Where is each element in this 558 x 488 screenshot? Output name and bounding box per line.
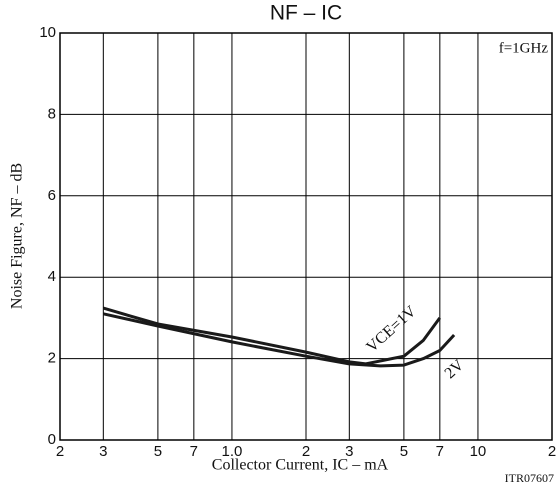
x-axis-label: Collector Current, IC – mA: [212, 457, 389, 474]
y-tick-label: 4: [48, 268, 56, 285]
x-tick-label: 2: [302, 443, 310, 460]
chart-title: NF – IC: [270, 2, 342, 25]
y-tick-label: 2: [48, 350, 56, 367]
annotation: f=1GHz: [499, 40, 549, 56]
x-tick-label: 10: [470, 443, 487, 460]
x-tick-label: 3: [345, 443, 353, 460]
y-tick-label: 8: [48, 105, 56, 122]
x-tick-label: 5: [154, 443, 162, 460]
x-tick-label: 5: [400, 443, 408, 460]
plot-frame: [59, 32, 553, 441]
y-tick-label: 10: [39, 24, 56, 41]
x-tick-label: 1.0: [222, 443, 243, 460]
x-tick-label: 3: [99, 443, 107, 460]
series-line: [102, 306, 442, 366]
figure-code: ITR07607: [505, 471, 554, 485]
x-tick-label: 7: [436, 443, 444, 460]
x-tick-label: 2: [548, 443, 556, 460]
series-line: [102, 312, 456, 368]
x-tick-label: 2: [56, 443, 64, 460]
y-axis-label: Noise Figure, NF – dB: [9, 163, 26, 309]
y-tick-label: 0: [48, 431, 56, 448]
y-tick-label: 6: [48, 187, 56, 204]
x-tick-label: 7: [190, 443, 198, 460]
